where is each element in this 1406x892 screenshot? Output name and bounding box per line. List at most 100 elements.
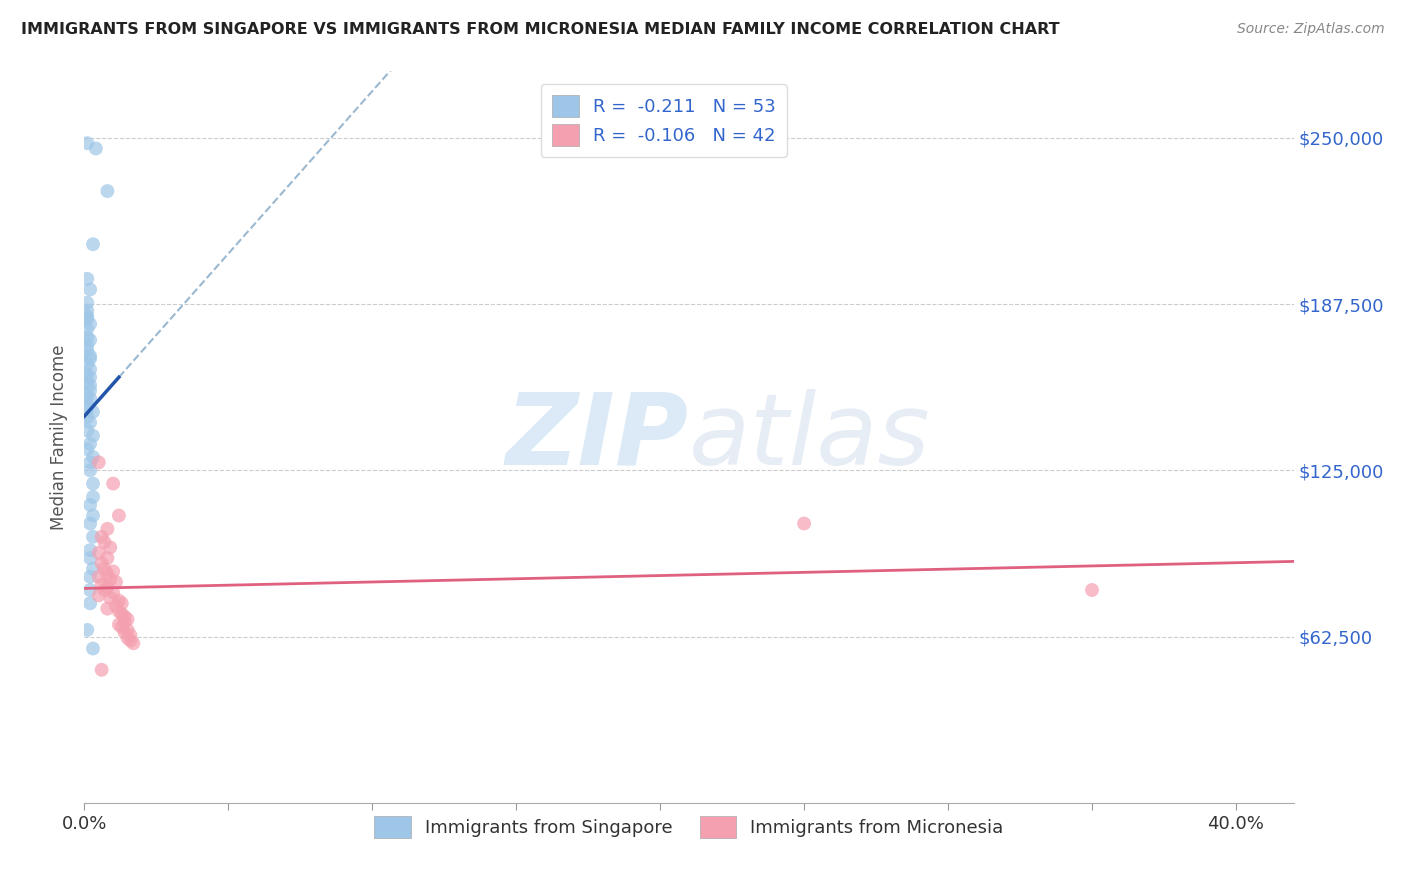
Point: [93, 582, 115, 597]
Point: [76, 272, 98, 286]
Point: [87, 588, 110, 602]
Point: [76, 623, 98, 637]
Point: [76, 295, 98, 310]
Text: atlas: atlas: [689, 389, 931, 485]
Point: [79, 333, 101, 347]
Point: [117, 623, 139, 637]
Point: [79, 351, 101, 366]
Point: [79, 317, 101, 331]
Point: [84, 141, 107, 155]
Point: [76, 136, 98, 151]
Point: [76, 397, 98, 411]
Point: [79, 416, 101, 430]
Point: [82, 237, 104, 252]
Point: [114, 615, 136, 629]
Point: [79, 392, 101, 406]
Point: [111, 620, 134, 634]
Point: [79, 370, 101, 384]
Point: [105, 599, 128, 613]
Point: [82, 641, 104, 656]
Point: [76, 330, 98, 344]
Point: [76, 338, 98, 352]
Point: [76, 442, 98, 456]
Point: [82, 429, 104, 443]
Point: [101, 585, 124, 599]
Point: [82, 450, 104, 464]
Y-axis label: Median Family Income: Median Family Income: [51, 344, 69, 530]
Point: [82, 562, 104, 576]
Point: [76, 368, 98, 382]
Point: [82, 530, 104, 544]
Point: [79, 596, 101, 610]
Point: [108, 604, 131, 618]
Point: [87, 546, 110, 560]
Point: [76, 357, 98, 371]
Point: [79, 543, 101, 558]
Point: [114, 609, 136, 624]
Point: [76, 410, 98, 425]
Text: IMMIGRANTS FROM SINGAPORE VS IMMIGRANTS FROM MICRONESIA MEDIAN FAMILY INCOME COR: IMMIGRANTS FROM SINGAPORE VS IMMIGRANTS …: [21, 22, 1060, 37]
Point: [101, 476, 124, 491]
Point: [114, 625, 136, 640]
Point: [79, 378, 101, 392]
Point: [79, 283, 101, 297]
Point: [87, 570, 110, 584]
Point: [79, 582, 101, 597]
Point: [96, 184, 118, 198]
Point: [82, 476, 104, 491]
Point: [79, 570, 101, 584]
Point: [82, 405, 104, 419]
Point: [79, 463, 101, 477]
Point: [93, 562, 115, 576]
Point: [108, 593, 131, 607]
Point: [111, 596, 134, 610]
Point: [87, 455, 110, 469]
Point: [122, 636, 145, 650]
Point: [111, 607, 134, 621]
Point: [76, 322, 98, 336]
Point: [76, 376, 98, 390]
Point: [90, 663, 112, 677]
Point: [90, 577, 112, 591]
Point: [90, 530, 112, 544]
Point: [79, 436, 101, 450]
Point: [76, 303, 98, 318]
Point: [96, 580, 118, 594]
Point: [96, 601, 118, 615]
Text: Source: ZipAtlas.com: Source: ZipAtlas.com: [1237, 22, 1385, 37]
Point: [108, 508, 131, 523]
Point: [76, 309, 98, 323]
Point: [76, 311, 98, 326]
Legend: Immigrants from Singapore, Immigrants from Micronesia: Immigrants from Singapore, Immigrants fr…: [367, 808, 1011, 845]
Point: [98, 541, 121, 555]
Point: [79, 516, 101, 531]
Point: [98, 573, 121, 587]
Point: [105, 575, 128, 590]
Point: [108, 617, 131, 632]
Point: [96, 522, 118, 536]
Point: [96, 551, 118, 566]
Point: [117, 612, 139, 626]
Point: [76, 402, 98, 417]
Point: [117, 631, 139, 645]
Point: [120, 633, 142, 648]
Point: [120, 628, 142, 642]
Point: [79, 384, 101, 398]
Point: [101, 565, 124, 579]
Point: [76, 424, 98, 438]
Point: [93, 535, 115, 549]
Point: [79, 455, 101, 469]
Point: [79, 551, 101, 566]
Point: [76, 343, 98, 358]
Point: [1081, 582, 1104, 597]
Point: [76, 389, 98, 403]
Point: [96, 567, 118, 582]
Point: [793, 516, 815, 531]
Point: [79, 349, 101, 363]
Text: ZIP: ZIP: [506, 389, 689, 485]
Point: [79, 498, 101, 512]
Point: [82, 490, 104, 504]
Point: [82, 508, 104, 523]
Point: [79, 362, 101, 376]
Point: [90, 557, 112, 571]
